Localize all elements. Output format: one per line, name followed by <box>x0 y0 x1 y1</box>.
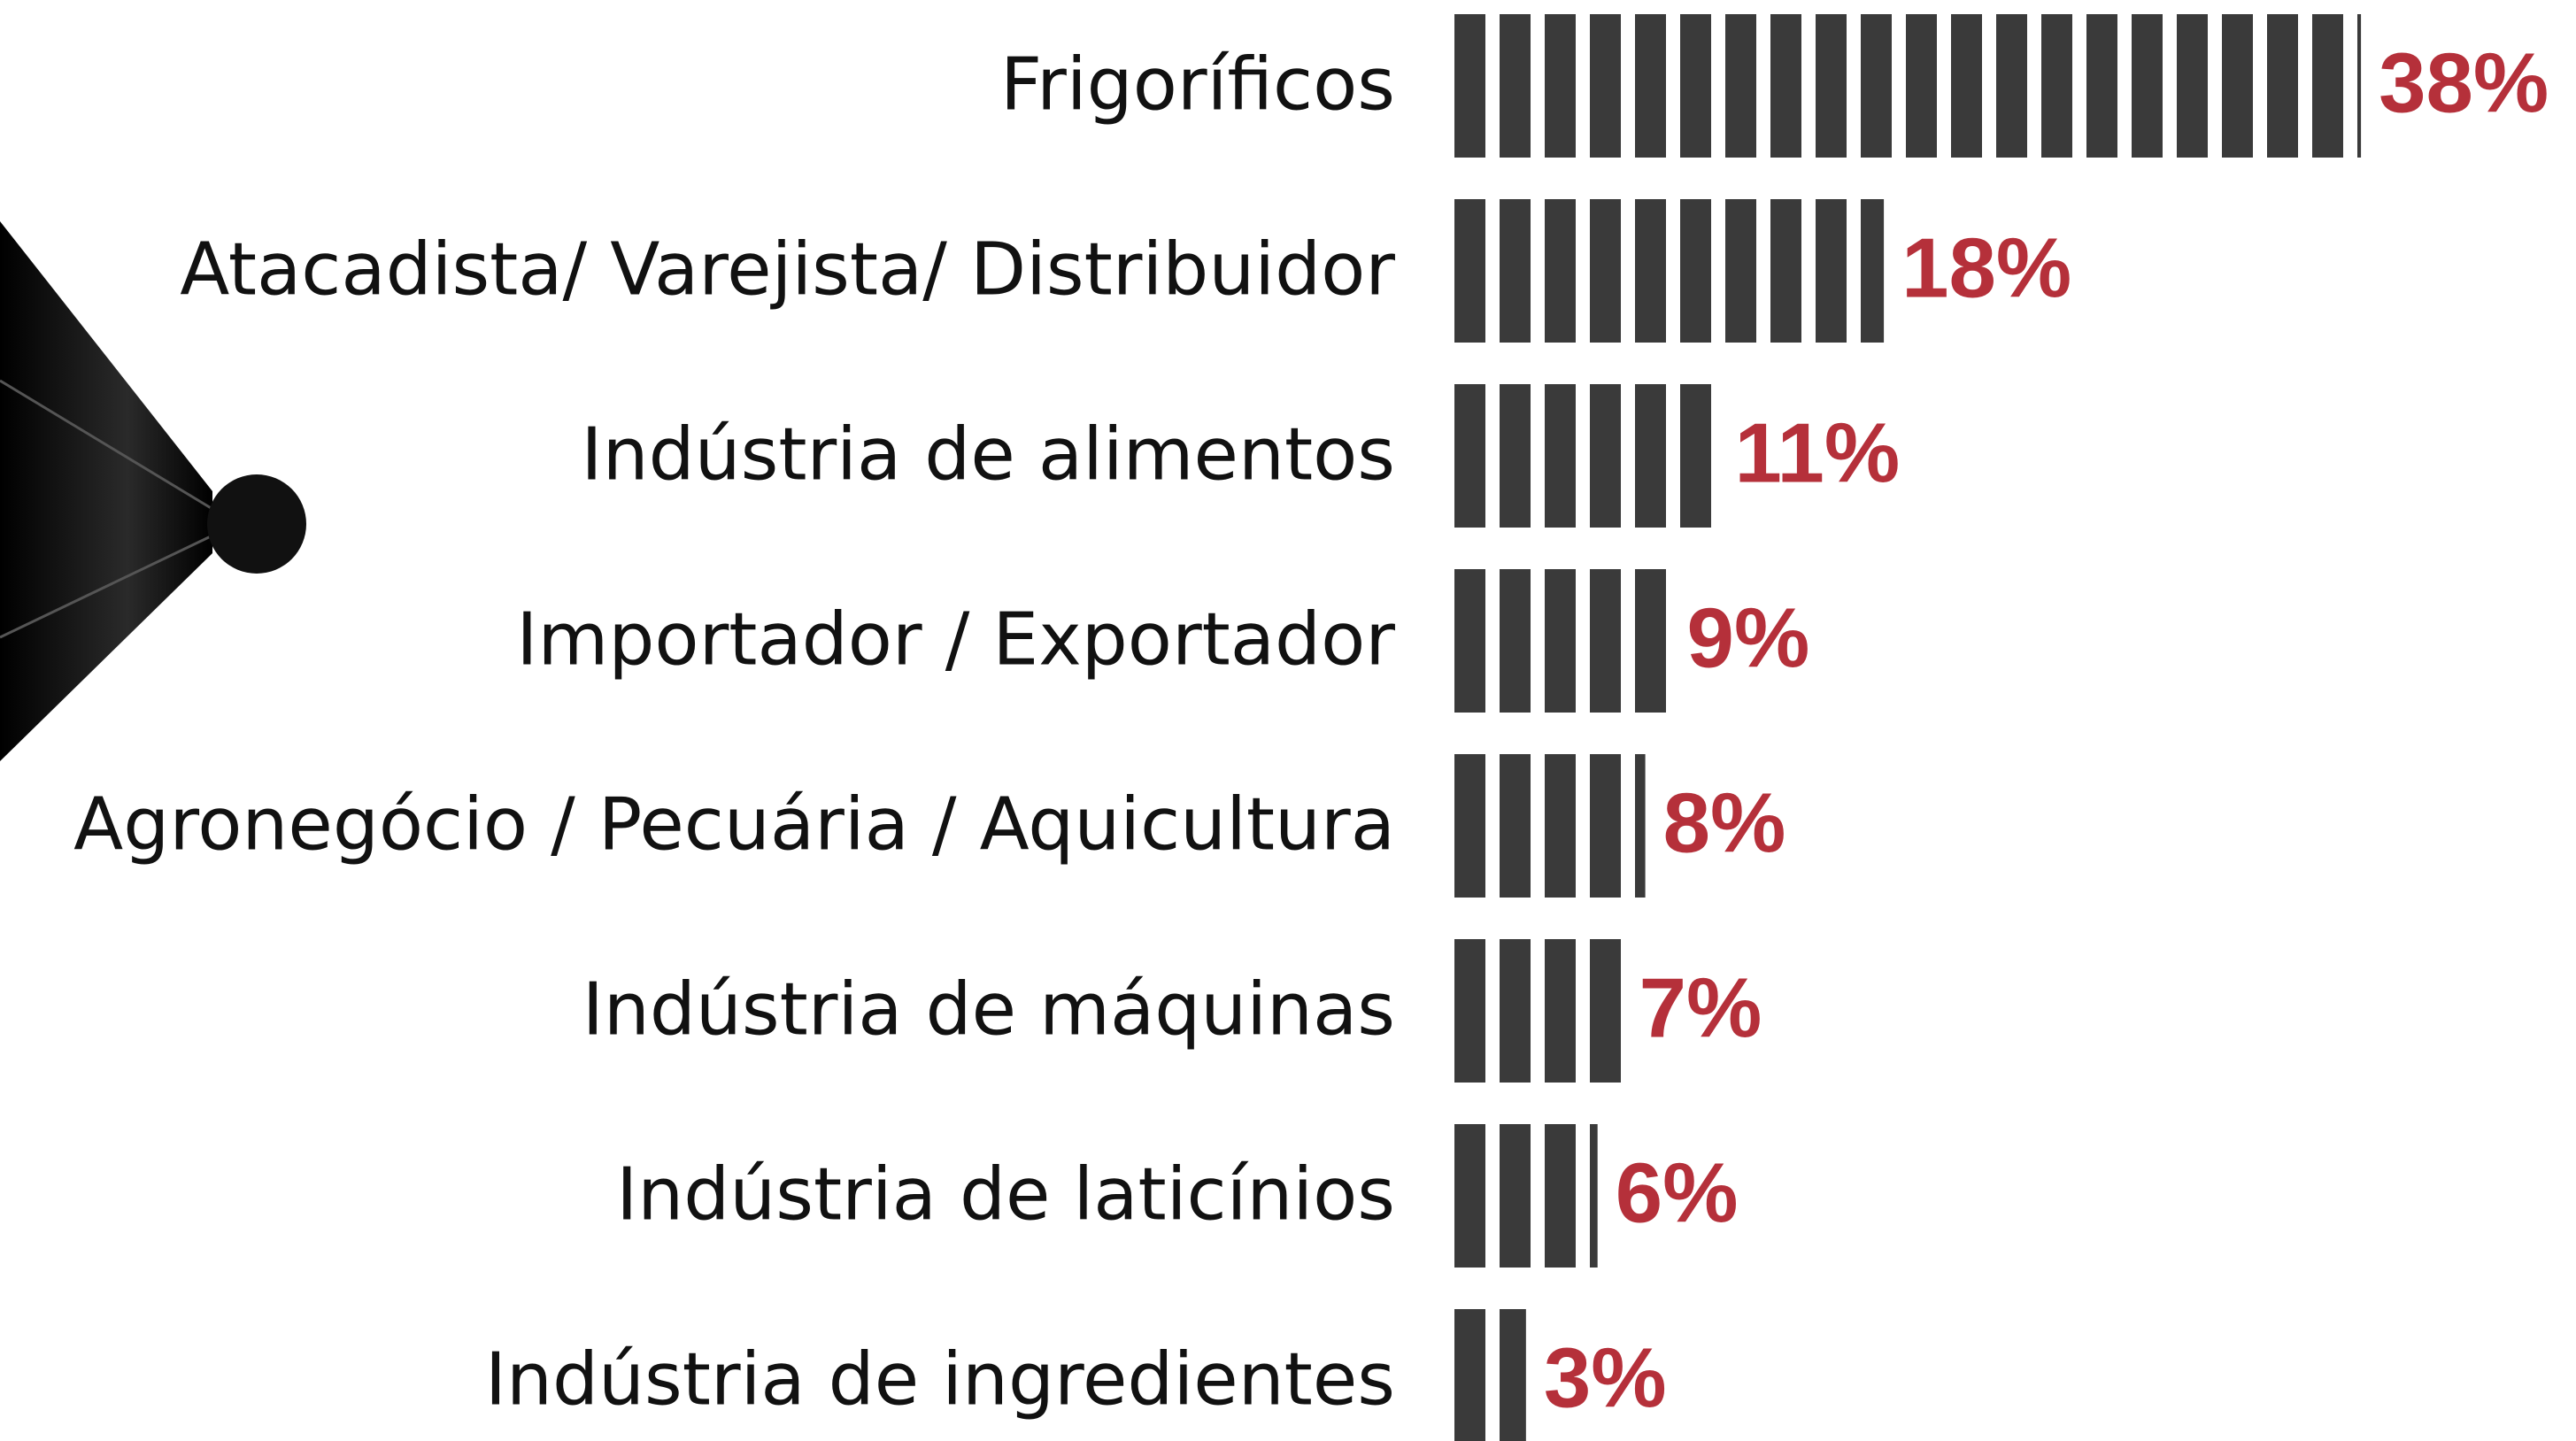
value-label: 6% <box>1616 1145 1739 1240</box>
value-label: 3% <box>1544 1330 1667 1425</box>
category-label: Indústria de alimentos <box>581 412 1395 497</box>
category-label: Atacadista/ Varejista/ Distribuidor <box>180 227 1395 312</box>
value-label: 8% <box>1663 775 1786 870</box>
value-label: 38% <box>2379 35 2549 130</box>
bar <box>1454 1124 1598 1268</box>
bar <box>1454 569 1670 713</box>
bar <box>1454 754 1646 898</box>
category-label: Indústria de máquinas <box>582 967 1395 1052</box>
value-label: 18% <box>1901 220 2071 315</box>
value-label: 7% <box>1639 960 1762 1055</box>
bar <box>1454 14 2361 158</box>
category-label: Indústria de laticínios <box>616 1152 1395 1237</box>
bar <box>1454 1309 1526 1441</box>
value-label: 11% <box>1734 405 1900 500</box>
page: {"chart_data": {"type": "bar", "categori… <box>0 0 2576 1441</box>
category-label: Agronegócio / Pecuária / Aquicultura <box>73 782 1395 867</box>
category-label: Indústria de ingredientes <box>485 1337 1395 1422</box>
value-label: 9% <box>1687 590 1810 685</box>
bar <box>1454 939 1622 1083</box>
category-label: Frigoríficos <box>1000 42 1395 127</box>
bar <box>1454 384 1716 528</box>
category-label: Importador / Exportador <box>516 597 1395 682</box>
cone-knob <box>207 474 306 574</box>
chart: Frigoríficos 38% Atacadista/ Varejista/ Di… <box>0 0 2576 1441</box>
bar <box>1454 199 1884 343</box>
